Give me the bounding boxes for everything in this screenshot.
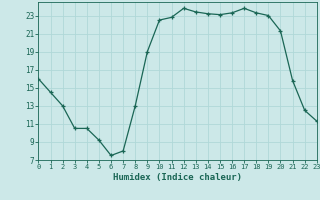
X-axis label: Humidex (Indice chaleur): Humidex (Indice chaleur) xyxy=(113,173,242,182)
